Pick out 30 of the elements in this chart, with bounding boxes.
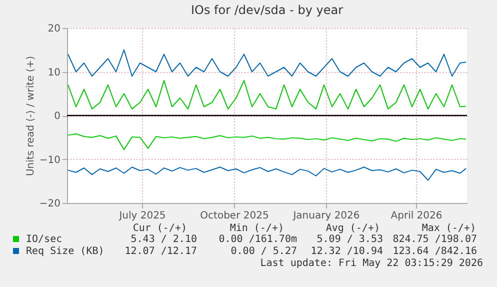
y-tick-label: −20 — [39, 198, 60, 210]
text: Min (-/+) — [230, 223, 284, 234]
text: 5.09 / 3.53 — [316, 234, 383, 245]
text: Cur (-/+) — [132, 223, 187, 234]
text: Max (-/+) — [422, 223, 476, 234]
text: Last update: Fri May 22 03:15:29 2026 — [260, 258, 483, 269]
text: Avg (-/+) — [326, 223, 380, 234]
text: 0.00 /161.70m — [218, 234, 297, 245]
legend-label: IO/sec — [26, 234, 62, 245]
text: 123.64 /842.16 — [392, 246, 477, 257]
y-tick-label: −10 — [39, 154, 60, 166]
x-tick-label: July 2025 — [118, 210, 166, 222]
text: 12.07 /12.17 — [124, 246, 197, 257]
y-tick-label: 10 — [48, 67, 60, 78]
x-tick-label: April 2026 — [390, 210, 442, 222]
line-series — [68, 80, 466, 110]
x-tick-label: January 2026 — [292, 210, 360, 222]
x-tick-label: October 2025 — [200, 210, 269, 222]
chart-title: IOs for /dev/sda - by year — [190, 3, 344, 17]
text: 12.32 /10.94 — [310, 246, 383, 257]
line-series — [68, 166, 466, 181]
y-axis-title: Units read (-) / write (+) — [25, 56, 36, 176]
line-series — [68, 133, 466, 150]
text: 0.00 / 5.27 — [230, 246, 297, 257]
y-tick-label: 20 — [48, 24, 60, 34]
text: 5.43 / 2.10 — [130, 234, 197, 245]
text: 824.75 /198.07 — [392, 234, 477, 245]
legend-label: Req Size (KB) — [26, 246, 104, 257]
y-tick-label: 0 — [54, 111, 60, 122]
line-series — [68, 49, 466, 77]
